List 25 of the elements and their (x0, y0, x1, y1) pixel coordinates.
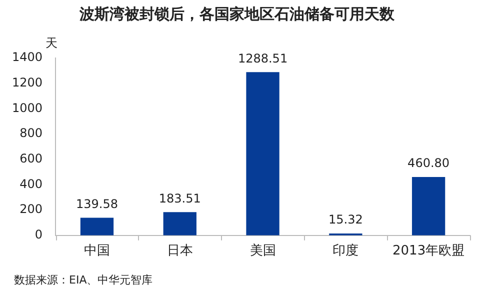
data-label: 183.51 (158, 191, 201, 206)
y-tick-label: 1400 (12, 50, 43, 64)
x-tick-label: 印度 (332, 242, 359, 259)
data-label: 15.32 (328, 212, 363, 227)
y-tick-label: 800 (20, 126, 43, 140)
bar (246, 72, 280, 236)
x-tick-label: 2013年欧盟 (392, 244, 465, 259)
y-tick-label: 1000 (12, 100, 43, 115)
y-tick-label: 1200 (12, 75, 43, 90)
source-note: 数据来源：EIA、中华元智库 (14, 273, 153, 286)
bar (163, 212, 196, 236)
chart-title: 波斯湾被封锁后，各国家地区石油储备可用天数 (78, 4, 396, 23)
data-label: 460.80 (408, 156, 450, 170)
data-label: 139.58 (76, 196, 118, 211)
data-label: 1288.51 (238, 51, 288, 66)
y-tick-label: 600 (20, 151, 43, 166)
y-tick-label: 400 (20, 176, 43, 191)
x-tick-label: 美国 (250, 242, 276, 259)
y-tick-label: 200 (20, 202, 43, 216)
y-tick-label: 0 (34, 228, 43, 242)
x-tick-label: 日本 (166, 244, 193, 259)
y-axis-title: 天 (46, 36, 58, 50)
bar (412, 177, 446, 236)
bar (80, 218, 114, 236)
x-tick-label: 中国 (84, 244, 110, 259)
